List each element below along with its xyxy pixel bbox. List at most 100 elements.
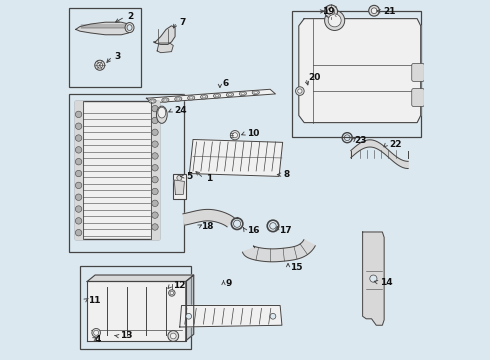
Circle shape bbox=[152, 105, 158, 112]
Text: 16: 16 bbox=[247, 226, 260, 235]
Ellipse shape bbox=[176, 98, 180, 100]
Circle shape bbox=[75, 229, 82, 236]
Text: 1: 1 bbox=[206, 174, 212, 183]
Ellipse shape bbox=[188, 96, 195, 100]
Circle shape bbox=[230, 131, 240, 140]
Polygon shape bbox=[76, 22, 132, 35]
Text: 12: 12 bbox=[172, 281, 185, 290]
Circle shape bbox=[152, 188, 158, 195]
Circle shape bbox=[171, 333, 176, 339]
Circle shape bbox=[94, 330, 98, 335]
Ellipse shape bbox=[202, 96, 206, 98]
FancyBboxPatch shape bbox=[412, 89, 424, 107]
Ellipse shape bbox=[226, 93, 234, 97]
Text: 4: 4 bbox=[95, 335, 101, 344]
Text: 20: 20 bbox=[308, 73, 320, 82]
Circle shape bbox=[75, 206, 82, 212]
Circle shape bbox=[92, 328, 100, 337]
Ellipse shape bbox=[214, 94, 220, 98]
Circle shape bbox=[75, 194, 82, 201]
Circle shape bbox=[75, 135, 82, 141]
Ellipse shape bbox=[162, 98, 169, 102]
Circle shape bbox=[75, 111, 82, 118]
Circle shape bbox=[152, 153, 158, 159]
FancyBboxPatch shape bbox=[69, 8, 141, 87]
Polygon shape bbox=[190, 139, 283, 176]
Text: 24: 24 bbox=[175, 105, 187, 114]
Circle shape bbox=[327, 8, 335, 15]
Circle shape bbox=[152, 212, 158, 219]
FancyBboxPatch shape bbox=[292, 12, 421, 137]
Circle shape bbox=[152, 129, 158, 135]
FancyBboxPatch shape bbox=[172, 174, 186, 199]
Circle shape bbox=[75, 147, 82, 153]
Circle shape bbox=[75, 218, 82, 224]
Circle shape bbox=[186, 314, 192, 319]
Polygon shape bbox=[174, 180, 184, 194]
Polygon shape bbox=[153, 26, 175, 44]
Circle shape bbox=[232, 133, 238, 138]
Circle shape bbox=[324, 10, 344, 31]
Circle shape bbox=[75, 170, 82, 177]
Polygon shape bbox=[180, 306, 282, 327]
Circle shape bbox=[177, 175, 182, 180]
Polygon shape bbox=[186, 275, 194, 341]
Circle shape bbox=[169, 290, 175, 296]
Text: 21: 21 bbox=[383, 7, 396, 16]
Ellipse shape bbox=[215, 95, 219, 97]
Ellipse shape bbox=[125, 23, 134, 33]
Text: 17: 17 bbox=[279, 226, 292, 235]
Circle shape bbox=[368, 5, 379, 16]
Polygon shape bbox=[363, 232, 384, 325]
Text: 7: 7 bbox=[179, 18, 185, 27]
Ellipse shape bbox=[252, 90, 259, 95]
Circle shape bbox=[75, 158, 82, 165]
Ellipse shape bbox=[200, 95, 208, 99]
FancyBboxPatch shape bbox=[412, 63, 424, 81]
Polygon shape bbox=[243, 240, 315, 262]
Text: 11: 11 bbox=[88, 296, 100, 305]
FancyBboxPatch shape bbox=[80, 266, 191, 348]
Ellipse shape bbox=[151, 100, 154, 102]
Circle shape bbox=[170, 291, 173, 295]
Circle shape bbox=[152, 141, 158, 147]
Text: 2: 2 bbox=[127, 12, 133, 21]
Polygon shape bbox=[183, 210, 234, 227]
Ellipse shape bbox=[190, 97, 193, 99]
Ellipse shape bbox=[164, 99, 167, 101]
Circle shape bbox=[370, 275, 377, 282]
Circle shape bbox=[152, 224, 158, 230]
Ellipse shape bbox=[158, 107, 166, 118]
Polygon shape bbox=[147, 89, 275, 103]
Text: 10: 10 bbox=[247, 129, 260, 138]
Circle shape bbox=[97, 62, 102, 68]
Polygon shape bbox=[157, 43, 173, 53]
Text: 3: 3 bbox=[115, 52, 121, 61]
Circle shape bbox=[324, 5, 338, 18]
Text: 14: 14 bbox=[380, 278, 392, 287]
Text: 6: 6 bbox=[222, 79, 228, 88]
Text: 9: 9 bbox=[225, 279, 232, 288]
Ellipse shape bbox=[156, 106, 167, 123]
Circle shape bbox=[371, 8, 377, 14]
Circle shape bbox=[295, 87, 304, 95]
Text: 22: 22 bbox=[389, 140, 401, 149]
Text: 5: 5 bbox=[186, 172, 193, 181]
Polygon shape bbox=[299, 19, 421, 123]
Ellipse shape bbox=[228, 94, 232, 96]
Circle shape bbox=[298, 89, 302, 93]
Text: 19: 19 bbox=[322, 7, 335, 16]
Circle shape bbox=[95, 60, 105, 70]
Ellipse shape bbox=[239, 91, 246, 96]
Circle shape bbox=[75, 182, 82, 189]
Circle shape bbox=[152, 165, 158, 171]
Text: 13: 13 bbox=[120, 332, 132, 341]
Text: 8: 8 bbox=[283, 170, 289, 179]
Circle shape bbox=[152, 200, 158, 207]
Circle shape bbox=[270, 314, 276, 319]
Ellipse shape bbox=[127, 25, 132, 31]
Circle shape bbox=[152, 176, 158, 183]
Circle shape bbox=[168, 330, 179, 341]
Text: 23: 23 bbox=[355, 136, 367, 145]
Circle shape bbox=[328, 14, 341, 27]
